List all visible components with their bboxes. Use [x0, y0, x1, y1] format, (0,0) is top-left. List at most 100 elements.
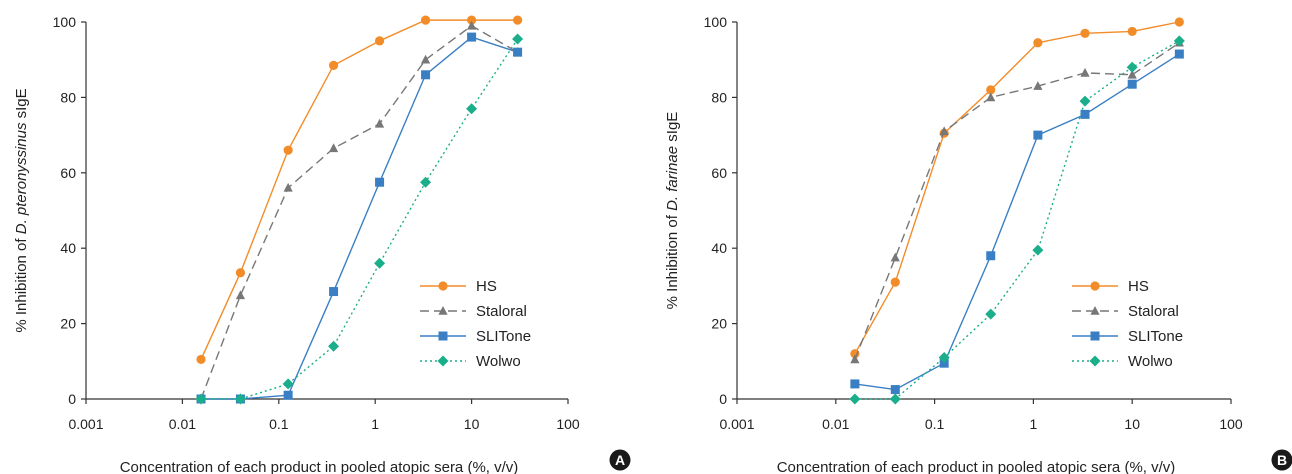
data-point-hs	[374, 36, 385, 46]
data-point-slitone	[939, 358, 949, 368]
series-staloral	[196, 20, 523, 403]
legend-marker	[1090, 281, 1100, 291]
data-point-staloral	[986, 92, 996, 102]
data-point-slitone	[467, 32, 477, 42]
y-tick-label: 60	[60, 165, 76, 181]
legend-marker	[1090, 306, 1100, 315]
x-tick-label: 0.1	[269, 416, 289, 432]
data-point-slitone	[1127, 79, 1137, 89]
data-point-hs	[512, 15, 523, 25]
chart-panel-a: 0 20 40 60 80 100 0.001 0.01 0.1 1 10 100 Concentrat…	[13, 14, 631, 474]
data-point-slitone	[986, 251, 996, 261]
x-tick-label: 100	[556, 416, 580, 432]
series-slitone	[196, 32, 523, 404]
x-tick-label: 10	[464, 416, 480, 432]
data-point-hs	[420, 15, 431, 25]
series-line-hs	[854, 21, 1180, 355]
data-point-hs	[850, 349, 860, 359]
legend-label: HS	[1128, 278, 1149, 295]
data-point-hs	[467, 15, 477, 25]
legend-item-hs: HS	[420, 278, 497, 295]
data-point-hs	[1080, 28, 1090, 38]
x-tick-label: 0.01	[169, 416, 196, 432]
data-point-wolwo	[512, 33, 524, 45]
y-tick-label: 20	[711, 316, 727, 332]
data-point-hs	[890, 277, 900, 287]
data-point-slitone	[513, 47, 523, 57]
data-point-wolwo	[466, 103, 478, 115]
panel-letter-badge: B	[1271, 449, 1292, 471]
data-point-wolwo	[849, 393, 861, 405]
y-tick-label: 20	[60, 316, 76, 332]
x-axis-label: Concentration of each product in pooled …	[777, 459, 1176, 474]
data-point-slitone	[421, 70, 431, 80]
x-tick-label: 1	[1030, 416, 1038, 432]
y-tick-label: 80	[711, 89, 727, 105]
data-point-hs	[196, 354, 206, 365]
data-point-staloral	[328, 143, 339, 153]
data-point-wolwo	[328, 340, 340, 352]
data-point-staloral	[850, 354, 860, 364]
y-tick-label: 40	[711, 240, 727, 256]
data-point-hs	[283, 145, 293, 155]
data-point-staloral	[1033, 81, 1043, 90]
y-tick-label: 80	[60, 89, 76, 105]
x-tick-label: 0.1	[925, 416, 945, 432]
y-axis-label-prefix: % Inhibition of	[664, 211, 681, 309]
legend-item-wolwo: Wolwo	[1072, 353, 1173, 370]
legend-label: Staloral	[476, 303, 527, 320]
legend-item-slitone: SLITone	[420, 328, 531, 345]
data-point-wolwo	[234, 393, 246, 405]
legend-label: SLITone	[476, 328, 531, 345]
panel-letter-circle	[1271, 449, 1292, 471]
data-point-wolwo	[282, 378, 294, 390]
data-point-staloral	[235, 290, 246, 300]
data-point-hs	[1033, 38, 1043, 48]
data-point-slitone	[375, 177, 385, 187]
y-axis-label-species: D. farinae	[664, 146, 681, 211]
y-tick-label: 60	[711, 165, 727, 181]
legend-marker	[1089, 355, 1101, 367]
x-axis-label: Concentration of each product in pooled …	[120, 459, 519, 474]
series-line-staloral	[854, 42, 1180, 360]
y-axis-label-species: D. pteronyssinus	[13, 122, 30, 234]
legend-label: Wolwo	[1128, 353, 1173, 370]
x-tick-label: 1	[371, 416, 379, 432]
y-tick-label: 100	[53, 14, 77, 30]
y-axis-label-suffix: sIgE	[664, 112, 681, 146]
y-axis-label: % Inhibition of D. pteronyssinus sIgE	[13, 88, 30, 332]
series-line-wolwo	[854, 40, 1180, 400]
data-point-slitone	[890, 385, 900, 395]
y-tick-label: 100	[704, 14, 728, 30]
data-point-wolwo	[1079, 95, 1091, 107]
data-point-staloral	[283, 182, 293, 192]
data-point-staloral	[1127, 69, 1137, 79]
panel-letter-circle	[609, 449, 631, 471]
data-point-slitone	[329, 287, 339, 297]
data-point-staloral	[374, 118, 385, 128]
chart-panel-b: 0 20 40 60 80 100 0.001 0.01 0.1 1 10 100 Concentrat…	[664, 14, 1292, 474]
data-point-wolwo	[1126, 61, 1138, 73]
legend-label: Staloral	[1128, 303, 1179, 320]
data-point-staloral	[1080, 67, 1090, 77]
series-wolwo	[849, 35, 1185, 405]
x-tick-label: 0.01	[822, 416, 849, 432]
legend-item-wolwo: Wolwo	[420, 353, 521, 370]
data-point-staloral	[420, 54, 431, 64]
data-point-slitone	[283, 390, 293, 400]
series-line-slitone	[854, 53, 1180, 391]
x-tick-label: 0.001	[68, 416, 103, 432]
data-point-wolwo	[195, 393, 207, 405]
x-tick-label: 100	[1219, 416, 1243, 432]
series-line-wolwo	[201, 38, 519, 400]
data-point-slitone	[1080, 109, 1090, 119]
series-wolwo	[195, 33, 524, 405]
legend-item-staloral: Staloral	[420, 303, 527, 320]
legend-marker	[438, 281, 448, 291]
legend-marker	[437, 355, 449, 367]
y-tick-label: 0	[68, 391, 76, 407]
series-hs	[850, 17, 1184, 359]
data-point-wolwo	[985, 308, 997, 320]
panel-letter: B	[1277, 452, 1287, 468]
